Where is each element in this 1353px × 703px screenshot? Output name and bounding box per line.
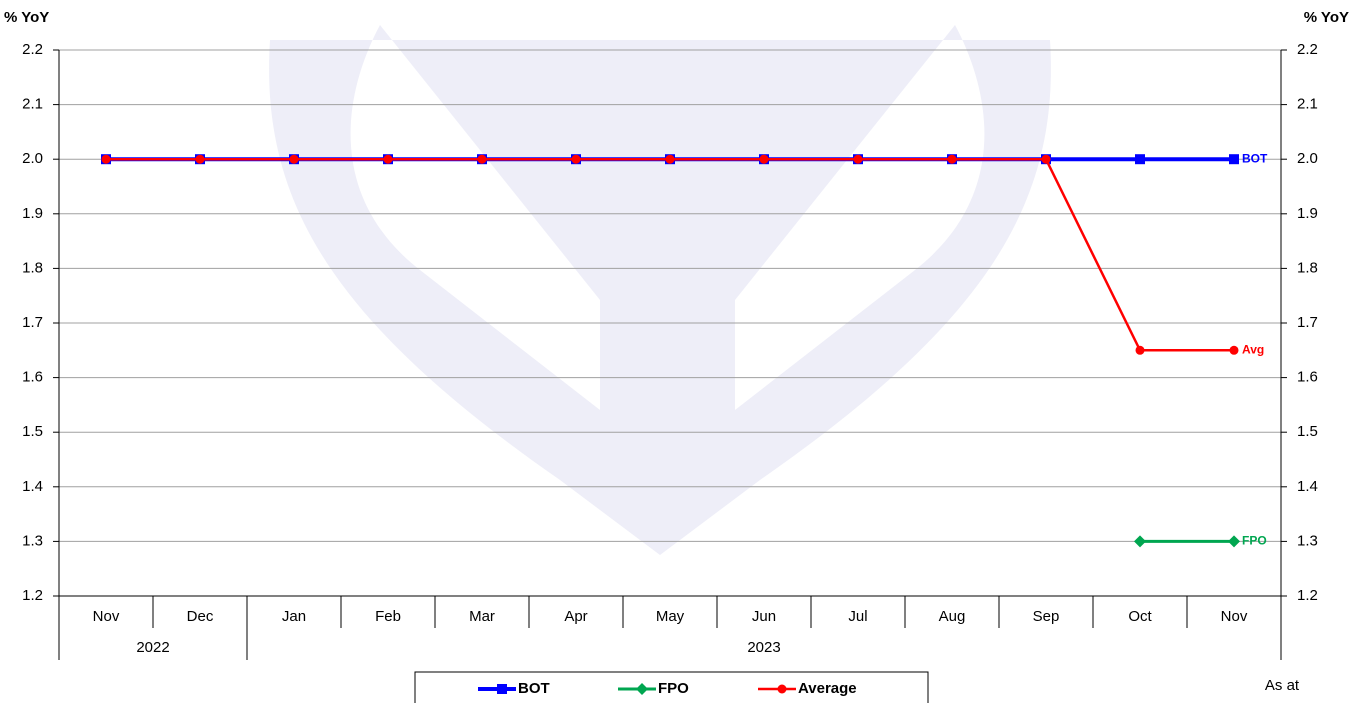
legend-label: Average [798, 680, 857, 697]
x-tick-label: Jun [752, 608, 776, 625]
x-tick-label: Nov [93, 608, 120, 625]
x-tick-label: Feb [375, 608, 401, 625]
y2-tick-label: 2.2 [1297, 41, 1318, 58]
y-tick-label: 1.2 [22, 587, 43, 604]
y-tick-label: 2.2 [22, 41, 43, 58]
end-label: FPO [1242, 534, 1267, 548]
y-tick-label: 1.5 [22, 423, 43, 440]
x-tick-label: Jul [848, 608, 867, 625]
data-point [1228, 535, 1240, 548]
x-tick-label: Dec [187, 608, 214, 625]
y-tick-label: 1.3 [22, 532, 43, 549]
x-tick-label: Aug [939, 608, 966, 625]
end-label: Avg [1242, 342, 1264, 356]
y2-axis-label: % YoY [1304, 9, 1349, 26]
data-point [759, 154, 769, 164]
data-point [947, 154, 957, 164]
data-point [101, 154, 111, 164]
x-group-label: 2023 [747, 639, 780, 656]
y2-tick-label: 1.2 [1297, 587, 1318, 604]
y-tick-label: 1.8 [22, 259, 43, 276]
y-tick-label: 1.4 [22, 478, 43, 495]
data-point [1135, 154, 1145, 165]
data-point [1229, 154, 1239, 165]
y2-tick-label: 2.0 [1297, 150, 1318, 167]
y-tick-label: 1.6 [22, 369, 43, 386]
x-tick-label: Jan [282, 608, 306, 625]
data-point [289, 154, 299, 164]
data-point [383, 154, 393, 164]
x-group-label: 2022 [136, 639, 169, 656]
y2-tick-label: 1.6 [1297, 369, 1318, 386]
data-point [1135, 345, 1145, 355]
y-axis-label: % YoY [4, 9, 49, 26]
data-point [1134, 535, 1146, 548]
watermark [269, 25, 1051, 555]
y2-tick-label: 1.5 [1297, 423, 1318, 440]
end-label: BOT [1242, 151, 1268, 165]
y-tick-label: 1.7 [22, 314, 43, 331]
y-tick-label: 1.9 [22, 205, 43, 222]
legend-marker [636, 683, 648, 695]
x-tick-label: Oct [1128, 608, 1152, 625]
data-point [195, 154, 205, 164]
legend-label: FPO [658, 680, 689, 697]
x-tick-label: May [656, 608, 685, 625]
y2-tick-label: 1.4 [1297, 478, 1318, 495]
data-point [477, 154, 487, 164]
data-point [665, 154, 675, 164]
data-point [853, 154, 863, 164]
y2-tick-label: 1.9 [1297, 205, 1318, 222]
y-tick-label: 2.1 [22, 96, 43, 113]
y2-tick-label: 1.8 [1297, 259, 1318, 276]
data-point [1229, 345, 1239, 355]
x-tick-label: Mar [469, 608, 495, 625]
x-tick-label: Apr [564, 608, 587, 625]
x-tick-label: Nov [1221, 608, 1248, 625]
legend-marker [777, 684, 787, 694]
legend-marker [497, 684, 507, 694]
data-point [1041, 154, 1051, 164]
y2-tick-label: 1.3 [1297, 532, 1318, 549]
y2-tick-label: 1.7 [1297, 314, 1318, 331]
data-point [571, 154, 581, 164]
legend-label: BOT [518, 680, 550, 697]
y-tick-label: 2.0 [22, 150, 43, 167]
y2-tick-label: 2.1 [1297, 96, 1318, 113]
note: As at [1265, 677, 1300, 694]
x-tick-label: Sep [1033, 608, 1060, 625]
